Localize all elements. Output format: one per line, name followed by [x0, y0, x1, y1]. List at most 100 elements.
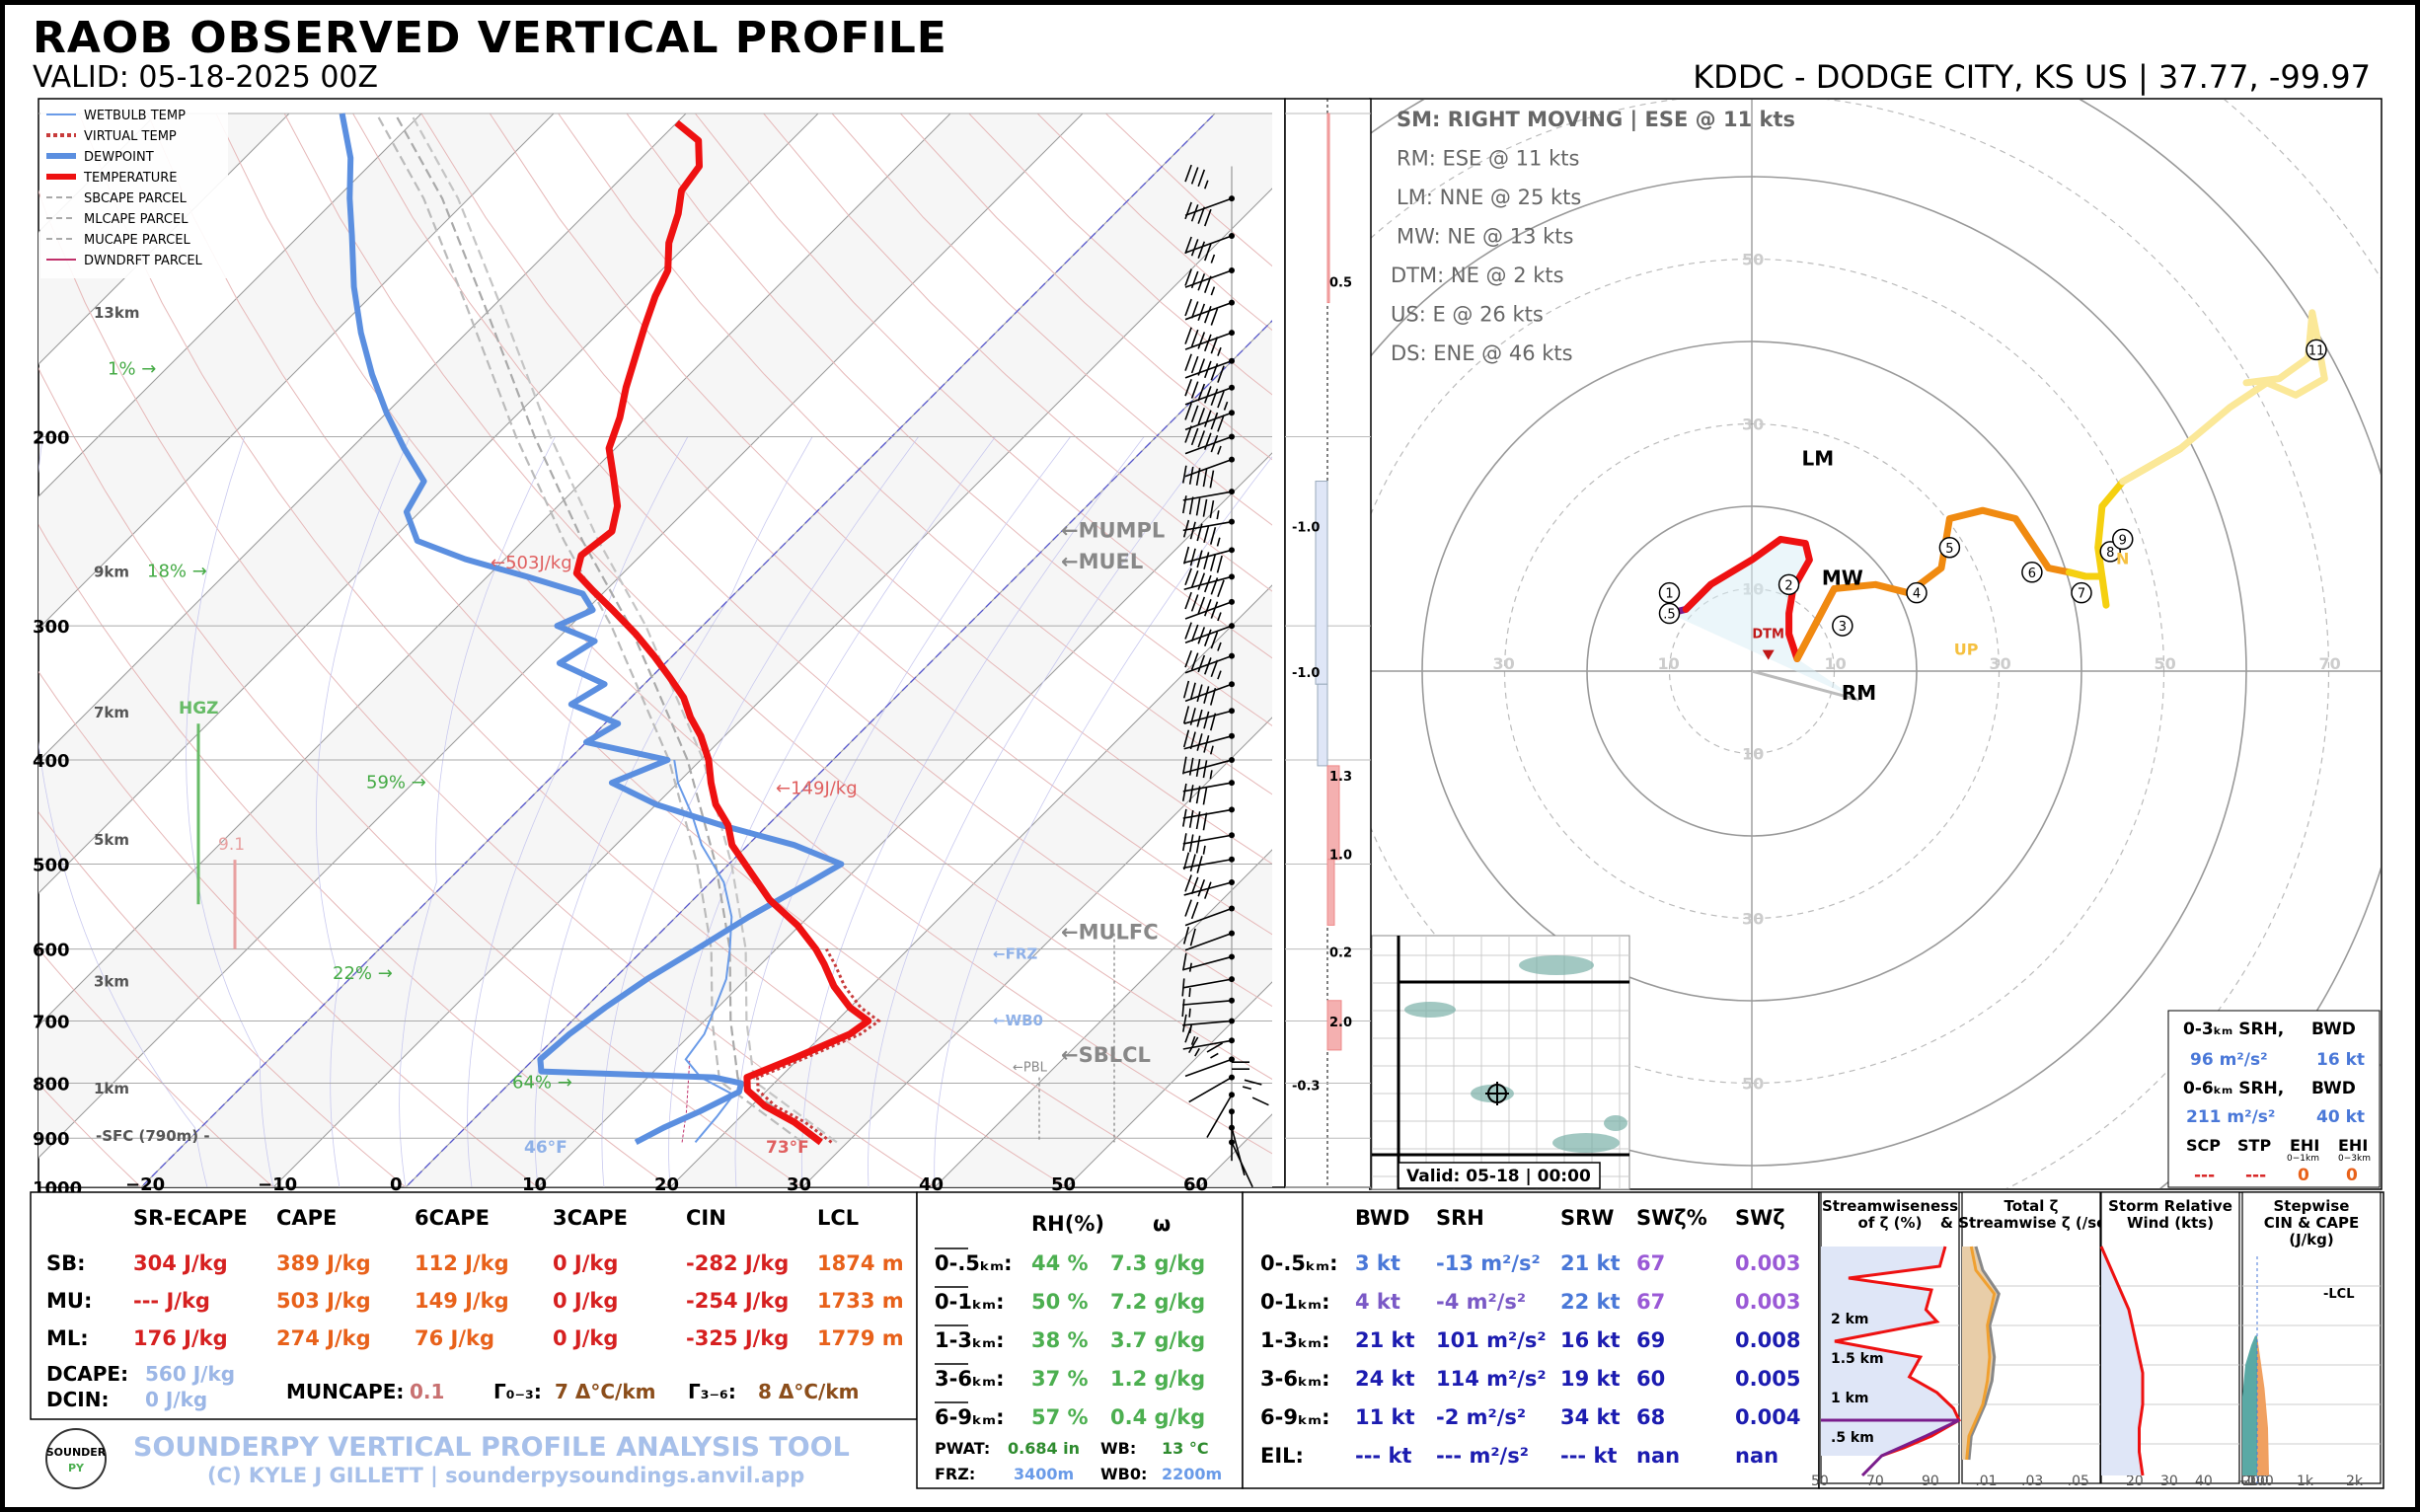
wind-barb-flag	[1190, 427, 1199, 446]
wind-barb-flag	[1190, 239, 1199, 257]
thermo-table-frame	[30, 1191, 918, 1420]
ring-label: 30	[1493, 654, 1515, 673]
wind-barb-flag	[1189, 682, 1196, 701]
thermo-cell: 304 J/kg	[133, 1251, 228, 1275]
hodo-marker-label: 7	[2078, 587, 2085, 602]
x-tick-label: −20	[125, 1174, 165, 1195]
wind-barb-half	[1209, 770, 1213, 780]
isotherm	[669, 584, 1272, 1187]
kin-cell: 21 kt	[1355, 1328, 1415, 1352]
wind-barb	[1184, 201, 1235, 254]
wind-barb-half	[1210, 254, 1216, 264]
wind-barb-flag	[1203, 881, 1212, 899]
wind-barb-flag	[1181, 999, 1185, 1018]
thermo-cell: 149 J/kg	[415, 1289, 509, 1313]
wind-barb-flag	[1188, 834, 1194, 853]
annotation: 46°F	[524, 1138, 567, 1158]
srh-box-label: 0-6ₖₘ SRH,	[2183, 1079, 2284, 1098]
cape-area	[2257, 1335, 2269, 1475]
wind-barb-flag	[1188, 496, 1194, 515]
kin-cell: 24 kt	[1355, 1367, 1415, 1391]
wind-barb-staff	[1182, 520, 1233, 532]
x-tick-label: 50	[1051, 1174, 1076, 1195]
x-tick-label: 20	[654, 1174, 679, 1195]
hgz-value: 9.1	[218, 835, 245, 855]
hodo-trace	[1682, 535, 1838, 662]
lr03-value: 7 Δ°C/km	[555, 1380, 655, 1403]
isotherm	[38, 113, 819, 894]
wind-barb-flag	[1197, 383, 1206, 402]
logo-sub: PY	[68, 1462, 85, 1474]
moisture-mr: 0.4 g/kg	[1110, 1405, 1205, 1429]
profile-x-tick: 70	[1866, 1474, 1884, 1489]
omega-bar	[1315, 481, 1328, 685]
thermo-cell: 0 J/kg	[553, 1251, 618, 1275]
wetbulb-trace	[673, 759, 735, 1144]
wind-barb-flag	[1190, 355, 1199, 374]
isotherm-highlight	[140, 113, 1216, 1187]
wind-barb-staff	[1184, 235, 1233, 254]
wind-barb-half	[1216, 537, 1221, 547]
wind-barb-flag	[1188, 1036, 1199, 1054]
wind-barb-staff	[1184, 197, 1233, 217]
wind-barb-staff	[1184, 601, 1233, 620]
hodo-marker-label: 6	[2028, 567, 2036, 581]
wind-barb-flag	[1190, 301, 1199, 319]
hgz-label: HGZ	[179, 699, 219, 718]
ring-label: 50	[2155, 654, 2176, 673]
kin-cell: --- kt	[1355, 1444, 1411, 1468]
hodo-trace	[1793, 506, 2089, 662]
height-label: -SFC (790m) -	[96, 1127, 210, 1145]
kin-cell: 68	[1636, 1405, 1665, 1429]
lr36-label: Γ₃₋₆:	[688, 1380, 736, 1403]
dcape-value: 560 J/kg	[145, 1362, 235, 1386]
y-tick-label: 400	[33, 751, 70, 772]
wind-barb-flag	[1197, 627, 1206, 644]
kin-cell: -2 m²/s²	[1436, 1405, 1526, 1429]
y-tick-label: 500	[33, 855, 70, 875]
wind-barb-flag	[1203, 711, 1210, 729]
frz-value: 3400m	[1014, 1465, 1074, 1483]
height-label: 1.5 km	[1831, 1351, 1884, 1367]
wind-barb-staff	[1183, 955, 1233, 971]
kin-cell: 0.003	[1735, 1290, 1800, 1314]
wind-barb	[1188, 1036, 1235, 1103]
wind-barb-flag	[1203, 243, 1212, 262]
hodo-trace	[2119, 309, 2328, 486]
srh-box-label: BWD	[2311, 1020, 2356, 1039]
wind-barb-flag	[1189, 928, 1196, 946]
wind-barb-staff	[1184, 458, 1233, 478]
kin-cell: 0.008	[1735, 1328, 1800, 1352]
omega-label: 1.3	[1329, 770, 1352, 785]
sbcape-parcel	[394, 113, 822, 1144]
wind-barb-flag	[1251, 1096, 1269, 1106]
hodo-marker-label: 4	[1913, 587, 1921, 602]
wind-barb-flag	[1184, 236, 1192, 255]
wind-barb-flag	[1184, 425, 1192, 443]
thermo-col-header: 6CAPE	[415, 1206, 490, 1230]
wind-barb-dot	[1229, 598, 1235, 605]
ring-label: 10	[1658, 654, 1680, 673]
wind-barb-flag	[1210, 659, 1219, 677]
wind-barb	[1181, 833, 1235, 869]
wind-barb-half	[1210, 1052, 1219, 1059]
wind-barb-half	[1217, 346, 1222, 356]
moisture-mr: 1.2 g/kg	[1110, 1367, 1205, 1391]
wind-barb-half	[1188, 987, 1191, 998]
wind-barb-flag	[1184, 899, 1192, 917]
srh-box-label: 0-3ₖₘ SRH,	[2183, 1020, 2284, 1039]
dry-adiabat	[38, 523, 671, 1187]
profile-title-line: Storm Relative	[2108, 1197, 2232, 1215]
profile-x-tick: .01	[1975, 1474, 1997, 1489]
wind-barb-staff	[1182, 834, 1233, 845]
wind-barb-flag	[1197, 169, 1206, 188]
legend-label: MUCAPE PARCEL	[84, 233, 190, 248]
moisture-row-label: 3-6ₖₘ:	[935, 1367, 1005, 1391]
hodo-marker-label: 8	[2106, 546, 2114, 561]
annotation: ←SBLCL	[1061, 1043, 1151, 1067]
x-tick-label: 10	[522, 1174, 547, 1195]
wind-barb-flag	[1184, 268, 1192, 286]
streamwise-low-line	[1821, 1418, 1960, 1477]
srh-area	[1669, 539, 1859, 701]
wind-barb-flag	[1197, 206, 1206, 224]
